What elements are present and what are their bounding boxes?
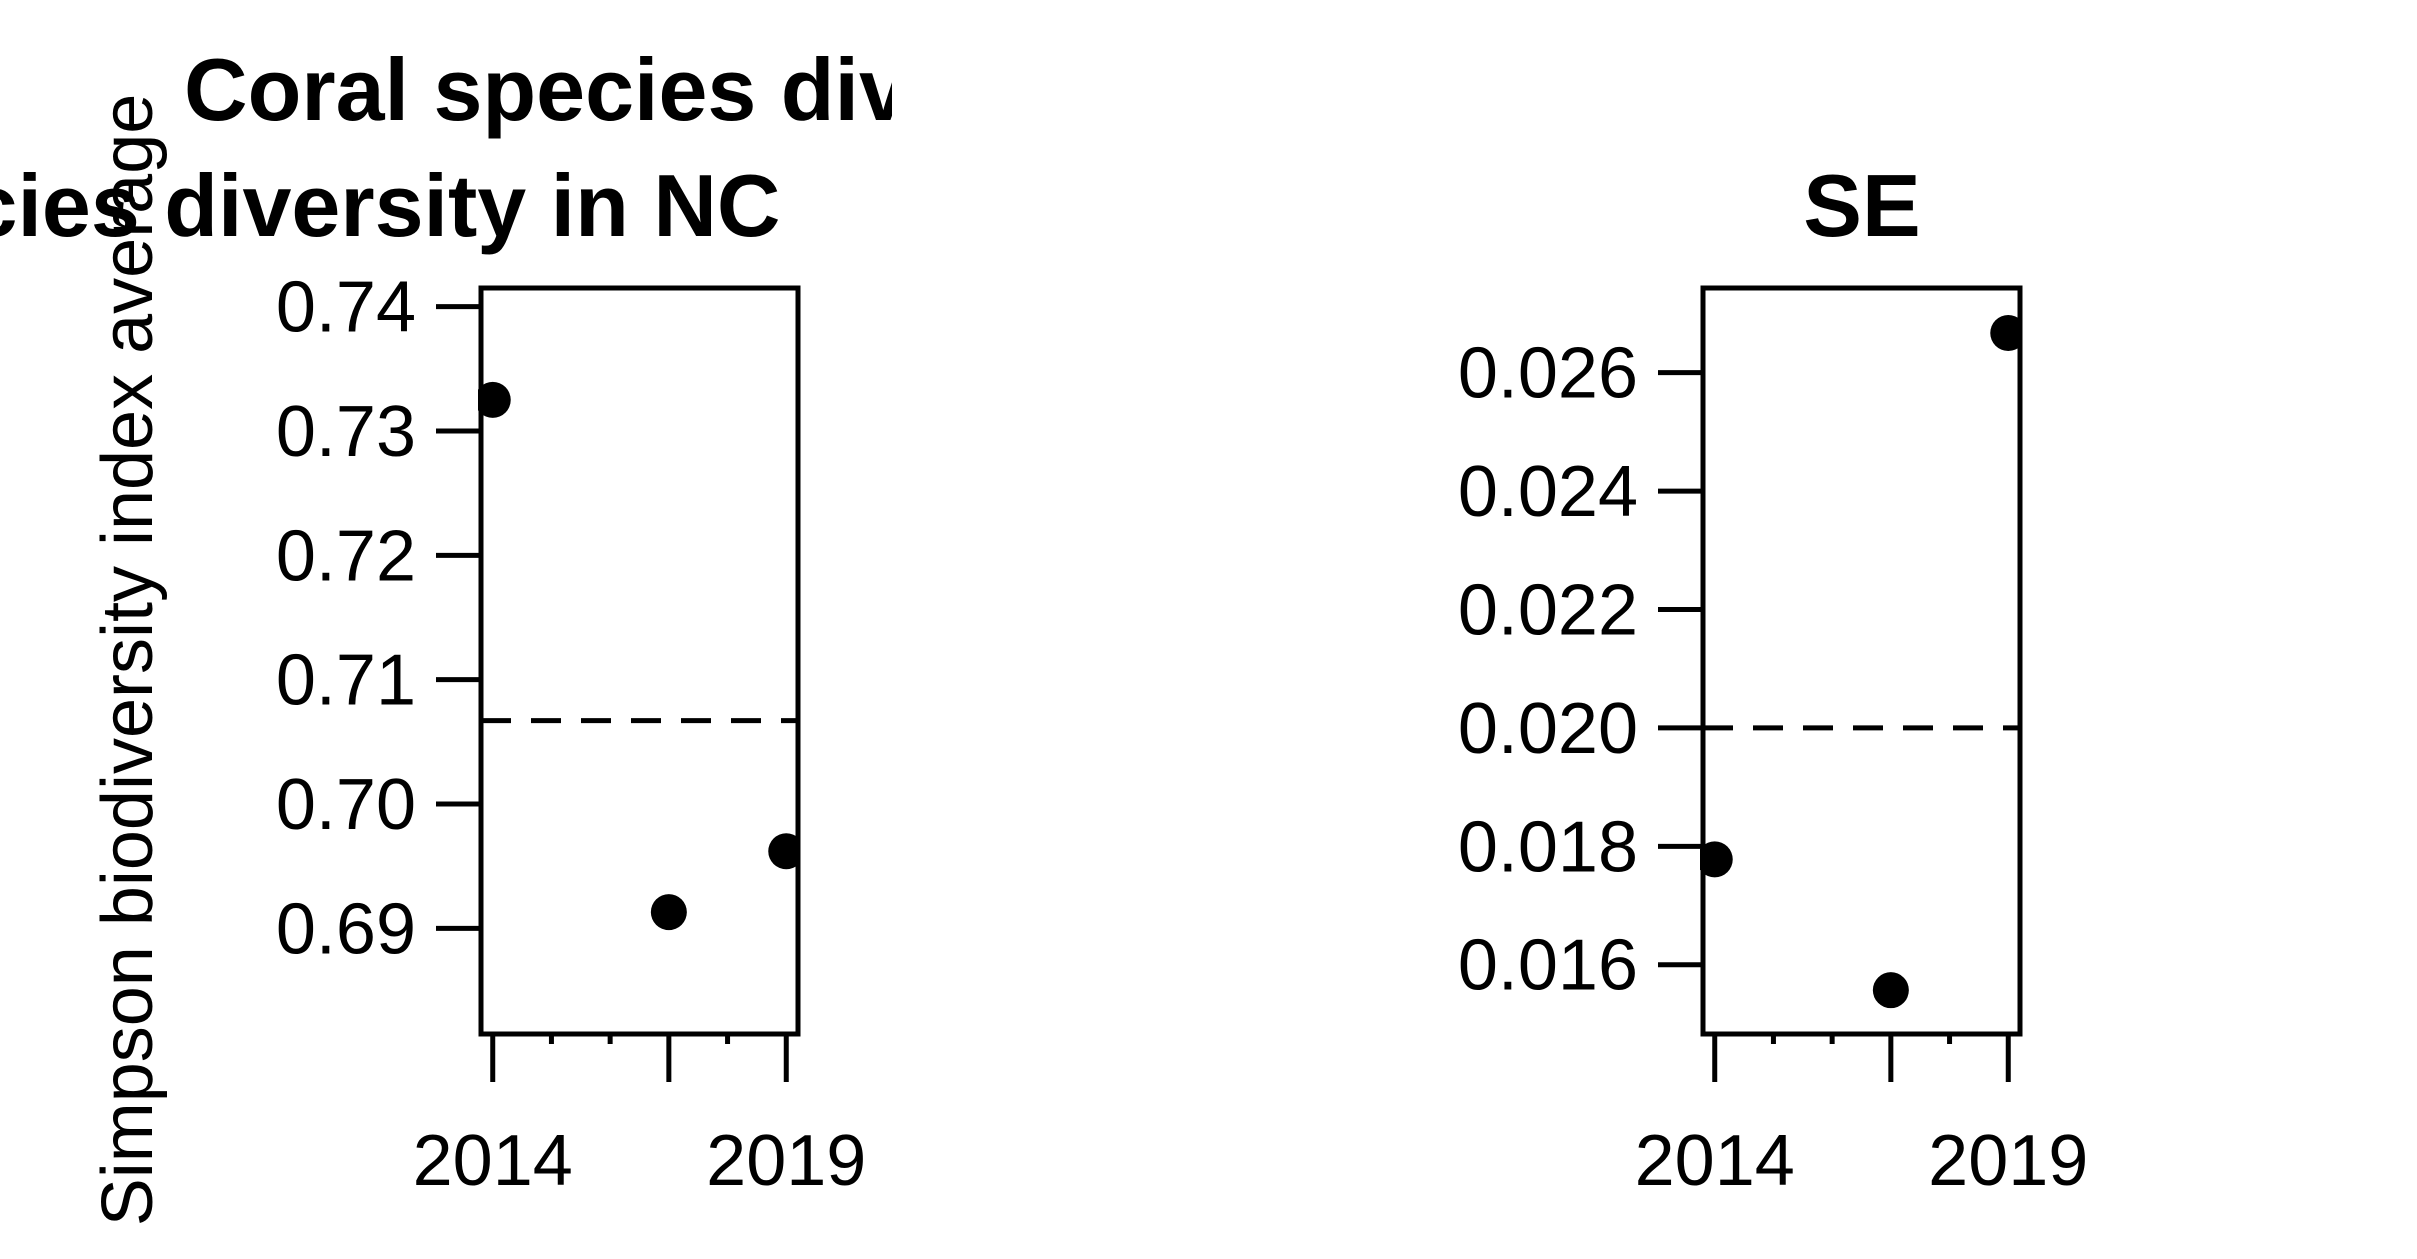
left-plot-area bbox=[478, 381, 798, 931]
right-x-tick-label: 2019 bbox=[1928, 1121, 2088, 1201]
right-y-tick-label: 0.022 bbox=[1458, 570, 1638, 650]
right-y-tick-label: 0.020 bbox=[1458, 689, 1638, 769]
right-y-axis: 0.016 0.018 0.020 0.022 0.024 0.026 bbox=[1458, 334, 1703, 1006]
left-y-tick-label: 0.71 bbox=[276, 641, 416, 721]
left-y-tick-label: 0.72 bbox=[276, 516, 416, 596]
right-y-tick-label: 0.024 bbox=[1458, 452, 1638, 532]
left-y-tick-label: 0.69 bbox=[276, 889, 416, 969]
left-panel: Coral species div ecies diversity in NC … bbox=[0, 40, 908, 1227]
left-y-tick-label: 0.70 bbox=[276, 765, 416, 845]
left-x-axis: 2014 2019 bbox=[413, 1034, 866, 1201]
left-x-tick-label: 2014 bbox=[413, 1121, 573, 1201]
left-y-axis: 0.69 0.70 0.71 0.72 0.73 0.74 bbox=[276, 268, 481, 969]
right-y-tick-label: 0.026 bbox=[1458, 334, 1638, 414]
left-plot-frame bbox=[478, 285, 801, 1037]
left-y-axis-label: Simpson biodiversity index average bbox=[88, 94, 168, 1227]
right-title: SE bbox=[1803, 156, 1920, 255]
right-data-point bbox=[1872, 972, 1909, 1009]
left-x-tick-label: 2019 bbox=[706, 1121, 866, 1201]
left-data-point bbox=[768, 833, 798, 870]
left-data-point bbox=[478, 381, 511, 418]
left-y-tick-label: 0.74 bbox=[276, 268, 416, 348]
right-y-tick-label: 0.018 bbox=[1458, 807, 1638, 887]
right-plot-frame bbox=[1700, 285, 2023, 1037]
left-title-line-2: ecies diversity in NC bbox=[0, 156, 780, 255]
right-x-axis: 2014 2019 bbox=[1635, 1034, 2088, 1201]
left-title-line-1: Coral species div bbox=[184, 40, 908, 139]
right-plot-area bbox=[1700, 315, 2020, 1009]
right-y-tick-label: 0.016 bbox=[1458, 926, 1638, 1006]
left-data-point bbox=[650, 894, 687, 931]
right-data-point bbox=[1990, 315, 2020, 351]
right-data-point bbox=[1700, 841, 1733, 878]
left-y-tick-label: 0.73 bbox=[276, 392, 416, 472]
right-x-tick-label: 2014 bbox=[1635, 1121, 1795, 1201]
